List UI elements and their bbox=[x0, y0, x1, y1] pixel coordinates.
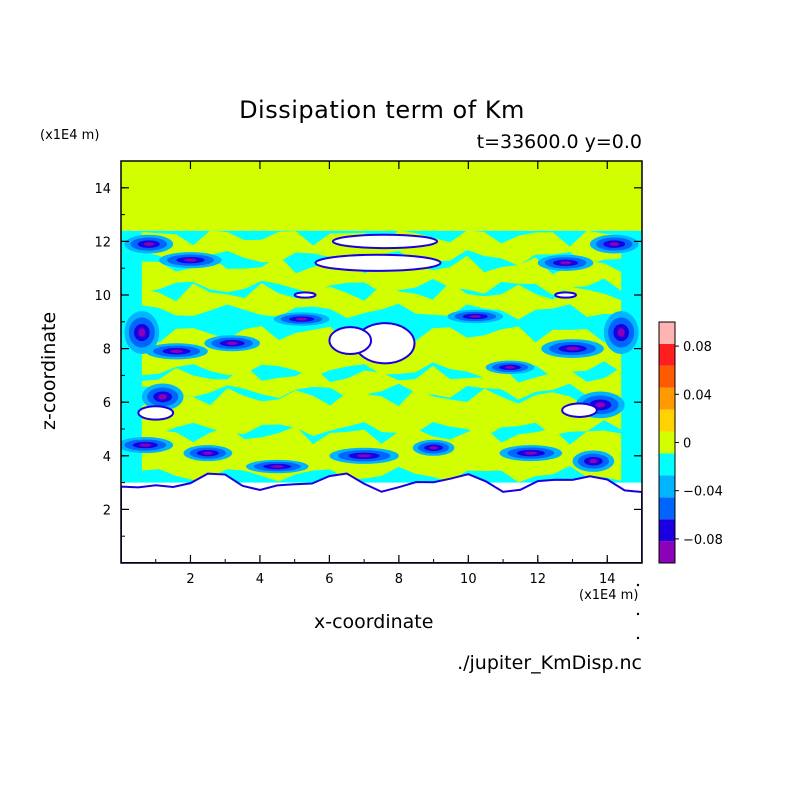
contour-field bbox=[121, 161, 642, 563]
negative-contour bbox=[589, 459, 598, 464]
negative-contour bbox=[138, 328, 146, 337]
x-tick-label: 12 bbox=[530, 572, 547, 587]
undefined-blob bbox=[314, 253, 442, 272]
negative-contour bbox=[505, 366, 515, 369]
plot-frame bbox=[120, 160, 643, 564]
x-axis-unit: (x1E4 m) bbox=[579, 588, 639, 603]
negative-contour bbox=[296, 317, 308, 321]
negative-contour bbox=[202, 451, 213, 455]
source-file-label: ./jupiter_KmDisp.nc bbox=[457, 652, 642, 674]
colorbar-swatch bbox=[659, 387, 675, 410]
colorbar-tick-label: −0.08 bbox=[683, 533, 723, 548]
negative-contour bbox=[357, 454, 372, 458]
negative-contour bbox=[184, 258, 197, 262]
colorbar-swatch bbox=[659, 343, 675, 366]
colorbar-swatch bbox=[659, 322, 675, 344]
negative-contour bbox=[170, 349, 183, 353]
negative-contour bbox=[609, 242, 620, 246]
negative-contour bbox=[429, 446, 438, 450]
tick-mark-dot bbox=[636, 636, 640, 640]
x-tick-label: 10 bbox=[460, 572, 477, 587]
negative-contour bbox=[524, 451, 538, 455]
y-tick-label: 6 bbox=[103, 396, 111, 411]
positive-band bbox=[141, 282, 622, 320]
positive-band bbox=[141, 255, 622, 296]
unit-marks bbox=[636, 583, 640, 640]
undefined-region bbox=[121, 472, 642, 563]
negative-contour bbox=[469, 315, 481, 318]
x-axis-label: x-coordinate bbox=[314, 611, 434, 633]
colorbar-tick-label: 0.04 bbox=[683, 388, 712, 403]
negative-contour bbox=[158, 394, 167, 400]
y-tick-label: 4 bbox=[103, 450, 111, 465]
undefined-blob bbox=[554, 291, 578, 299]
negative-contour bbox=[617, 328, 625, 337]
y-tick-label: 2 bbox=[103, 503, 111, 518]
chart-title: Dissipation term of Km bbox=[239, 96, 525, 124]
negative-contour bbox=[566, 346, 579, 351]
colorbar-tick-label: 0.08 bbox=[683, 340, 712, 355]
positive-band bbox=[141, 388, 622, 438]
colorbar-swatch bbox=[659, 519, 675, 542]
colorbar-swatch bbox=[659, 431, 675, 454]
negative-contour bbox=[226, 341, 238, 345]
tick-mark-dot bbox=[636, 612, 640, 616]
y-tick-label: 14 bbox=[94, 182, 111, 197]
x-tick-label: 14 bbox=[599, 572, 616, 587]
x-tick-label: 4 bbox=[256, 572, 264, 587]
colorbar-tick-label: 0 bbox=[683, 437, 691, 452]
y-tick-label: 10 bbox=[94, 289, 111, 304]
colorbar-swatch bbox=[659, 365, 675, 388]
x-tick-label: 2 bbox=[186, 572, 194, 587]
y-axis-unit: (x1E4 m) bbox=[40, 128, 100, 143]
y-tick-label: 12 bbox=[94, 235, 111, 250]
y-tick-label: 8 bbox=[103, 343, 111, 358]
undefined-blob bbox=[137, 405, 175, 421]
colorbar-swatch bbox=[659, 453, 675, 476]
undefined-blob bbox=[293, 291, 317, 299]
tick-mark-dot bbox=[636, 583, 640, 587]
colorbar-tick-label: −0.04 bbox=[683, 485, 723, 500]
negative-contour bbox=[143, 242, 154, 246]
colorbar-swatch bbox=[659, 475, 675, 498]
colorbar-swatch bbox=[659, 541, 675, 563]
undefined-blob bbox=[331, 233, 439, 250]
colorbar: 0.08 0.04 0 −0.04 −0.08 bbox=[658, 321, 723, 564]
negative-contour bbox=[560, 261, 572, 265]
chart-subtitle: t=33600.0 y=0.0 bbox=[476, 131, 642, 153]
undefined-blob bbox=[328, 326, 373, 355]
colorbar-swatch bbox=[659, 409, 675, 432]
negative-contour bbox=[595, 402, 606, 408]
colorbar-swatch bbox=[659, 497, 675, 520]
negative-contour bbox=[139, 443, 151, 447]
top-band bbox=[121, 161, 642, 231]
undefined-blob bbox=[561, 402, 598, 418]
negative-contour bbox=[271, 465, 284, 468]
x-tick-label: 8 bbox=[395, 572, 403, 587]
axes: 2 4 6 8 10 12 14 2 4 6 8 10 12 14 bbox=[94, 160, 643, 587]
x-tick-label: 6 bbox=[325, 572, 333, 587]
